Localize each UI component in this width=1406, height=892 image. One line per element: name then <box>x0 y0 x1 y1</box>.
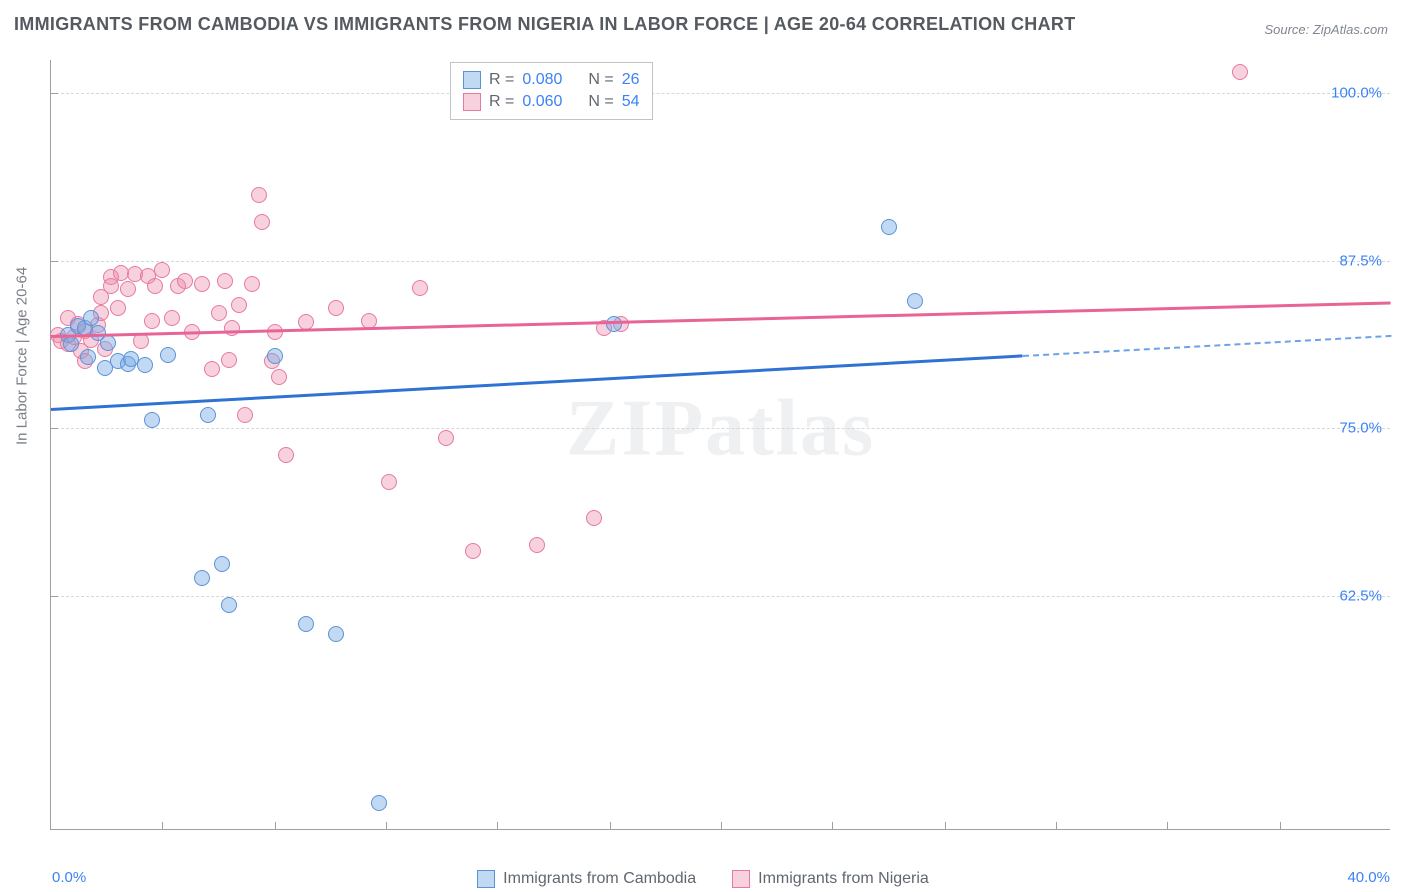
scatter-point-nigeria <box>231 297 247 313</box>
y-tick-label: 87.5% <box>1339 252 1382 269</box>
trendline-nigeria <box>51 301 1391 337</box>
scatter-point-nigeria <box>1232 64 1248 80</box>
legend-r-value: 0.060 <box>522 93 562 111</box>
scatter-point-nigeria <box>154 262 170 278</box>
legend-r-value: 0.080 <box>522 71 562 89</box>
gridline-horizontal <box>51 428 1390 429</box>
legend-item-cambodia: Immigrants from Cambodia <box>477 870 696 888</box>
legend-item-nigeria: Immigrants from Nigeria <box>732 870 929 888</box>
legend-series: Immigrants from Cambodia Immigrants from… <box>0 870 1406 888</box>
scatter-point-nigeria <box>164 310 180 326</box>
scatter-point-nigeria <box>110 300 126 316</box>
scatter-point-nigeria <box>204 361 220 377</box>
source-attribution: Source: ZipAtlas.com <box>1264 22 1388 37</box>
x-tick-mark <box>1056 822 1057 830</box>
scatter-point-nigeria <box>244 276 260 292</box>
x-tick-mark <box>721 822 722 830</box>
legend-swatch-nigeria <box>732 870 750 888</box>
scatter-point-nigeria <box>254 214 270 230</box>
scatter-point-nigeria <box>412 280 428 296</box>
scatter-point-cambodia <box>63 336 79 352</box>
chart-frame: IMMIGRANTS FROM CAMBODIA VS IMMIGRANTS F… <box>0 0 1406 892</box>
legend-n-label: N = <box>588 93 613 111</box>
scatter-point-nigeria <box>529 537 545 553</box>
legend-row: R = 0.080 N = 26 <box>463 69 640 91</box>
scatter-point-cambodia <box>144 412 160 428</box>
y-tick-mark <box>50 261 58 262</box>
legend-swatch-nigeria <box>463 93 481 111</box>
scatter-point-cambodia <box>194 570 210 586</box>
scatter-point-cambodia <box>267 348 283 364</box>
scatter-point-nigeria <box>278 447 294 463</box>
scatter-point-cambodia <box>298 616 314 632</box>
legend-row: R = 0.060 N = 54 <box>463 91 640 113</box>
scatter-point-nigeria <box>217 273 233 289</box>
legend-r-label: R = <box>489 93 514 111</box>
legend-n-label: N = <box>588 71 613 89</box>
plot-area: ZIPatlas 62.5%75.0%87.5%100.0% <box>50 60 1390 830</box>
x-tick-mark <box>1280 822 1281 830</box>
scatter-point-nigeria <box>271 369 287 385</box>
scatter-point-cambodia <box>160 347 176 363</box>
scatter-point-nigeria <box>133 333 149 349</box>
chart-title: IMMIGRANTS FROM CAMBODIA VS IMMIGRANTS F… <box>14 14 1076 35</box>
legend-swatch-cambodia <box>463 71 481 89</box>
scatter-point-cambodia <box>100 335 116 351</box>
y-tick-label: 75.0% <box>1339 420 1382 437</box>
y-tick-mark <box>50 93 58 94</box>
scatter-point-nigeria <box>586 510 602 526</box>
x-tick-mark <box>832 822 833 830</box>
scatter-point-nigeria <box>438 430 454 446</box>
scatter-point-nigeria <box>194 276 210 292</box>
scatter-point-cambodia <box>606 316 622 332</box>
x-tick-mark <box>162 822 163 830</box>
scatter-point-cambodia <box>83 310 99 326</box>
scatter-point-nigeria <box>328 300 344 316</box>
scatter-point-nigeria <box>224 320 240 336</box>
scatter-point-cambodia <box>80 349 96 365</box>
scatter-point-nigeria <box>211 305 227 321</box>
scatter-point-cambodia <box>214 556 230 572</box>
scatter-point-nigeria <box>251 187 267 203</box>
x-tick-mark <box>945 822 946 830</box>
y-tick-label: 100.0% <box>1331 85 1382 102</box>
scatter-point-cambodia <box>200 407 216 423</box>
scatter-point-cambodia <box>907 293 923 309</box>
legend-r-label: R = <box>489 71 514 89</box>
y-axis-label: In Labor Force | Age 20-64 <box>14 267 31 445</box>
x-tick-mark <box>1167 822 1168 830</box>
legend-swatch-cambodia <box>477 870 495 888</box>
y-tick-label: 62.5% <box>1339 587 1382 604</box>
x-tick-mark <box>386 822 387 830</box>
scatter-point-nigeria <box>103 278 119 294</box>
legend-label: Immigrants from Cambodia <box>503 870 696 888</box>
scatter-point-nigeria <box>221 352 237 368</box>
scatter-point-nigeria <box>144 313 160 329</box>
scatter-point-nigeria <box>120 281 136 297</box>
y-tick-mark <box>50 428 58 429</box>
trendline-cambodia <box>51 355 1023 411</box>
x-tick-mark <box>275 822 276 830</box>
gridline-horizontal <box>51 596 1390 597</box>
legend-correlation: R = 0.080 N = 26 R = 0.060 N = 54 <box>450 62 653 120</box>
scatter-point-nigeria <box>381 474 397 490</box>
x-tick-mark <box>497 822 498 830</box>
scatter-point-nigeria <box>465 543 481 559</box>
scatter-point-nigeria <box>237 407 253 423</box>
trendline-cambodia-extrapolated <box>1022 335 1391 357</box>
scatter-point-cambodia <box>137 357 153 373</box>
scatter-point-nigeria <box>177 273 193 289</box>
scatter-point-cambodia <box>881 219 897 235</box>
x-tick-mark <box>610 822 611 830</box>
scatter-point-nigeria <box>147 278 163 294</box>
y-tick-mark <box>50 596 58 597</box>
legend-n-value: 54 <box>622 93 640 111</box>
gridline-horizontal <box>51 93 1390 94</box>
scatter-point-cambodia <box>371 795 387 811</box>
scatter-point-cambodia <box>328 626 344 642</box>
gridline-horizontal <box>51 261 1390 262</box>
legend-n-value: 26 <box>622 71 640 89</box>
scatter-point-cambodia <box>221 597 237 613</box>
legend-label: Immigrants from Nigeria <box>758 870 929 888</box>
